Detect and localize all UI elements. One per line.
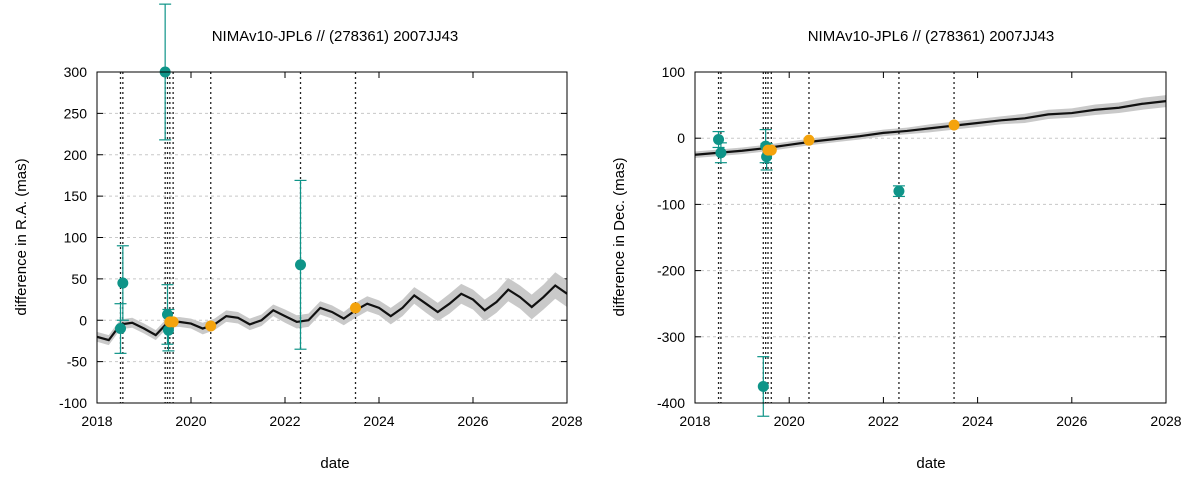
x-tick-label: 2018: [679, 413, 710, 429]
data-point: [948, 119, 960, 131]
x-tick-label: 2018: [81, 413, 112, 429]
y-tick-label: -100: [59, 395, 87, 411]
y-tick-label: 100: [64, 230, 88, 246]
x-tick-label: 2024: [962, 413, 993, 429]
x-tick-label: 2028: [551, 413, 582, 429]
y-tick-label: -100: [657, 196, 685, 212]
chart-title: NIMAv10-JPL6 // (278361) 2007JJ43: [212, 28, 459, 45]
x-tick-label: 2028: [1150, 413, 1181, 429]
data-point: [757, 380, 769, 392]
plot-frame: [96, 71, 568, 404]
x-tick-label: 2022: [269, 413, 300, 429]
data-point: [162, 324, 174, 336]
x-axis-label: date: [916, 455, 945, 472]
y-tick-label: 0: [79, 312, 87, 328]
data-point: [893, 185, 905, 197]
data-point: [803, 134, 815, 146]
y-tick-label: 100: [662, 64, 686, 80]
data-point: [115, 323, 126, 335]
y-tick-label: -200: [657, 263, 685, 279]
x-tick-label: 2024: [363, 413, 394, 429]
x-axis-label: date: [320, 455, 349, 472]
data-point: [167, 316, 179, 328]
y-tick-label: 50: [71, 271, 87, 287]
y-tick-label: 300: [64, 64, 88, 80]
data-point: [205, 320, 217, 332]
chart-title: NIMAv10-JPL6 // (278361) 2007JJ43: [808, 28, 1055, 45]
ra-difference-chart: NIMAv10-JPL6 // (278361) 2007JJ43 date d…: [13, 3, 583, 472]
y-axis-label: difference in R.A. (mas): [13, 158, 30, 315]
y-tick-label: 250: [64, 105, 88, 121]
y-tick-label: -50: [67, 354, 87, 370]
y-tick-label: 200: [64, 147, 88, 163]
data-point: [117, 277, 129, 289]
data-point: [765, 144, 777, 156]
y-tick-label: 0: [677, 130, 685, 146]
x-tick-label: 2020: [774, 413, 805, 429]
y-axis-label: difference in Dec. (mas): [611, 158, 628, 317]
data-point: [350, 302, 361, 314]
data-point: [715, 147, 727, 159]
x-tick-label: 2026: [457, 413, 488, 429]
x-tick-label: 2026: [1056, 413, 1087, 429]
x-tick-label: 2022: [868, 413, 899, 429]
y-tick-label: -400: [657, 395, 685, 411]
plot-frame: [694, 71, 1167, 404]
y-tick-label: 150: [64, 188, 88, 204]
dec-difference-chart: NIMAv10-JPL6 // (278361) 2007JJ43 date d…: [611, 28, 1182, 472]
x-tick-label: 2020: [175, 413, 206, 429]
data-point: [295, 259, 307, 271]
y-tick-label: -300: [657, 329, 685, 345]
